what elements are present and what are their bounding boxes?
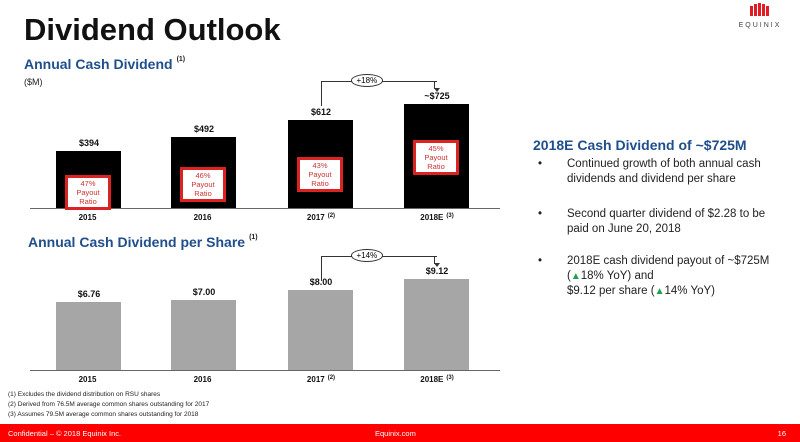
growth-connector-left (320, 81, 322, 106)
x-tick-label: 2016 (193, 375, 212, 384)
x-axis (30, 208, 500, 209)
footnote-3: (3) Assumes 79.5M average common shares … (8, 411, 199, 418)
value-label: ~$725 (424, 90, 450, 101)
value-label: $612 (310, 107, 332, 118)
chart2-title: Annual Cash Dividend per Share (1) (28, 234, 258, 250)
chart1-title: Annual Cash Dividend (1) (24, 56, 186, 72)
bullet-2: • Second quarter dividend of $2.28 to be … (538, 208, 766, 235)
arrowhead-icon (433, 263, 440, 267)
chart1-unit: ($M) (24, 77, 43, 87)
payout-ratio-box: 46% Payout Ratio (180, 167, 226, 203)
value-label: $394 (78, 138, 100, 149)
page-title: Dividend Outlook (24, 12, 281, 47)
payout-ratio-box: 47% Payout Ratio (65, 175, 111, 211)
footnote-2: (2) Derived from 76.5M average common sh… (8, 401, 210, 408)
logo-text: EQUINIX (738, 22, 782, 29)
value-label: $492 (193, 124, 215, 135)
bar-2015 (56, 302, 121, 370)
right-heading: 2018E Cash Dividend of ~$725M (533, 137, 747, 153)
up-triangle-icon: ▲ (570, 271, 581, 282)
x-tick-label: 2018E (3) (420, 213, 454, 222)
x-tick-label: 2018E (3) (420, 375, 454, 384)
up-triangle-icon: ▲ (654, 286, 665, 297)
growth-arrow (433, 256, 435, 264)
x-tick-label: 2017 (2) (306, 375, 336, 384)
bar-2018E (404, 278, 469, 370)
arrowhead-icon (433, 88, 440, 92)
growth-connector-left (320, 256, 322, 281)
value-label: $9.12 (425, 265, 449, 276)
value-label: $7.00 (192, 287, 216, 297)
payout-ratio-box: 43% Payout Ratio (297, 157, 343, 193)
bar-2016 (171, 300, 236, 370)
bullet-1: • Continued growth of both annual cash di… (538, 158, 761, 185)
payout-ratio-box: 45% Payout Ratio (413, 139, 459, 175)
footer-site-link[interactable]: Equinix.com (375, 429, 416, 438)
footnote-1: (1) Excludes the dividend distribution o… (8, 391, 161, 398)
bar-2017 (288, 290, 353, 370)
growth-label: +14% (350, 249, 384, 262)
footer: Confidential – © 2018 Equinix Inc. Equin… (0, 424, 800, 442)
bullet-3: • 2018E cash dividend payout of ~$725M (▲… (538, 255, 770, 297)
x-tick-label: 2015 (78, 375, 97, 384)
x-tick-label: 2017 (2) (306, 213, 336, 222)
growth-label: +18% (350, 74, 384, 87)
value-label: $8.00 (309, 277, 333, 287)
equinix-logo: EQUINIX (730, 3, 790, 29)
x-tick-label: 2016 (193, 213, 212, 222)
footer-confidential: Confidential – © 2018 Equinix Inc. (8, 429, 122, 438)
x-axis (30, 370, 500, 371)
value-label: $6.76 (77, 289, 101, 300)
page-number: 16 (777, 429, 786, 438)
x-tick-label: 2015 (78, 213, 97, 222)
growth-arrow (433, 81, 435, 89)
